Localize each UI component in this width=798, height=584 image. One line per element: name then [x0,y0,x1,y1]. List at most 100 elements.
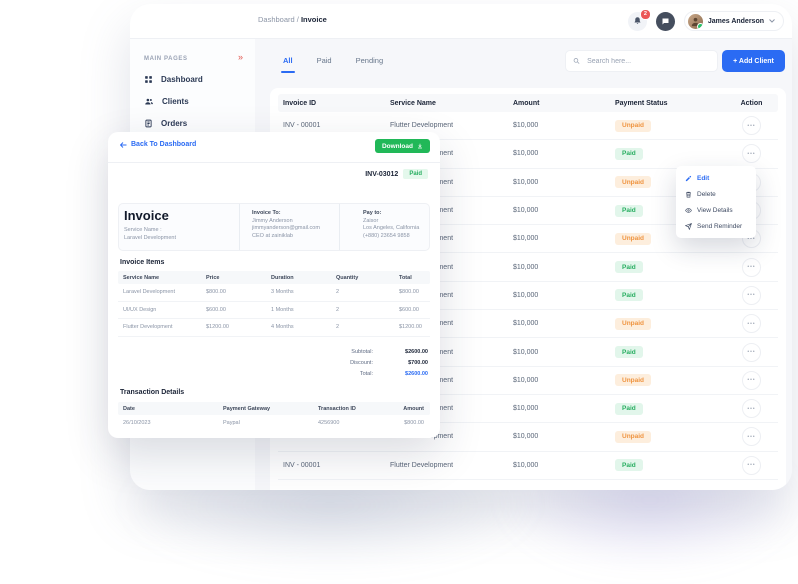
item-duration: 4 Months [271,324,294,331]
amount-cell: $10,000 [513,235,539,243]
menu-item-send-reminder[interactable]: Send Reminder [676,218,756,234]
item-total: $800.00 [399,289,419,296]
action-cell [725,285,778,305]
notifications-button[interactable]: 2 [627,8,651,31]
row-actions-button[interactable] [742,427,761,447]
item-total: $1200.00 [399,324,422,331]
row-actions-button[interactable] [742,144,761,164]
sidebar-item-clients[interactable]: Clients [144,92,189,110]
status-cell: Paid [615,346,725,359]
status-badge: Unpaid [615,232,652,245]
item-service: Flutter Development [123,324,173,331]
items-col-service: Service Name [123,274,160,281]
row-actions-button[interactable] [742,399,761,419]
trans-col-amount: Amount [403,405,424,412]
header-actions: 2 James Anderson [627,8,784,31]
row-actions-button[interactable] [742,314,761,334]
sidebar-item-orders[interactable]: Orders [144,114,187,132]
search-input[interactable] [585,56,710,66]
status-cell: Unpaid [615,430,725,443]
trans-col-id: Transaction ID [318,405,356,412]
amount-cell: $10,000 [513,150,539,158]
tab-paid[interactable]: Paid [316,56,332,65]
sidebar-item-dashboard[interactable]: Dashboard [144,70,203,88]
row-actions-button[interactable] [742,116,761,136]
status-cell: Paid [615,402,725,415]
download-button[interactable]: Download [374,139,430,153]
transaction-table-header: Date Payment Gateway Transaction ID Amou… [118,402,430,415]
sidebar-section-label: MAIN PAGES [144,56,188,62]
top-header: Dashboard / Invoice 2 [130,4,792,39]
tab-pending[interactable]: Pending [355,56,384,65]
discount-value: $700.00 [408,359,428,366]
amount-cell: $10,000 [513,291,539,299]
user-menu[interactable]: James Anderson [683,11,784,31]
item-quantity: 2 [336,289,340,296]
sidebar-collapse-icon[interactable]: » [237,52,243,62]
row-actions-button[interactable] [742,370,761,390]
pay-to-phone: (+880) 23654 9858 [363,232,410,239]
send-icon [685,222,692,230]
invoice-to-label: Invoice To: [252,210,281,216]
item-duration: 3 Months [271,289,294,296]
items-col-price: Price [206,274,220,281]
table-row[interactable]: INV - 00001 Flutter Development $10,000 … [278,112,778,141]
menu-item-view-details[interactable]: View Details [676,202,756,218]
tab-all[interactable]: All [281,56,295,73]
status-badge: Unpaid [615,374,652,387]
sidebar-item-label: Clients [162,96,189,106]
status-badge: Paid [615,459,643,472]
status-cell: Paid [615,289,725,302]
action-cell [725,370,778,390]
row-actions-button[interactable] [742,342,761,362]
action-cell [725,427,778,447]
status-cell: Unpaid [615,317,725,330]
back-to-dashboard-link[interactable]: Back To Dashboard [120,141,196,148]
row-actions-button[interactable] [742,455,761,475]
messages-button[interactable] [655,11,675,31]
action-cell [725,455,778,475]
action-cell [725,342,778,362]
notification-badge: 2 [639,8,651,20]
users-icon [145,98,153,104]
invoice-to-block: Invoice To: Jimmy Anderson jimmyanderson… [239,204,339,250]
menu-item-edit[interactable]: Edit [676,170,756,186]
invoice-detail-modal: Back To Dashboard Download INV-03012 Pai… [108,132,440,438]
action-cell [725,399,778,419]
invoice-items-title: Invoice Items [120,259,165,266]
action-cell [725,314,778,334]
invoice-title: Invoice [124,208,169,223]
subtotal-value: $2600.00 [405,348,428,355]
breadcrumb-section[interactable]: Dashboard / [258,15,299,24]
menu-item-label: View Details [697,206,733,214]
amount-cell: $10,000 [513,461,539,469]
items-table-header: Service Name Price Duration Quantity Tot… [118,271,430,284]
invoice-to-name: Jimmy Anderson [252,217,293,224]
status-cell: Unpaid [615,176,725,189]
invoice-number-row: INV-03012 Paid [365,169,428,179]
sidebar-item-label: Orders [161,118,188,128]
amount-cell: $10,000 [513,405,539,413]
status-cell: Unpaid [615,374,725,387]
bell-icon [634,17,641,24]
item-duration: 1 Months [271,306,294,313]
table-row[interactable]: INV - 00001 Flutter Development $10,000 … [278,452,778,480]
column-amount: Amount [513,99,540,107]
discount-label: Discount: [350,359,373,366]
amount-cell: $10,000 [513,320,539,328]
row-actions-button[interactable] [742,257,761,277]
amount-cell: $10,000 [513,263,539,271]
pencil-icon [685,175,692,181]
invoice-items-table: Service Name Price Duration Quantity Tot… [118,271,430,337]
menu-item-delete[interactable]: Delete [676,186,756,202]
invoice-status-chip: Paid [403,169,428,179]
row-actions-button[interactable] [742,285,761,305]
pay-to-name: Zaisor [363,217,379,224]
invoice-number: INV-03012 [365,170,399,178]
items-table-body: Laravel Development $800.00 3 Months 2 $… [118,284,430,337]
invoice-item-row: Flutter Development $1200.00 4 Months 2 … [118,319,430,337]
search-box[interactable] [565,50,718,72]
breadcrumb[interactable]: Dashboard / Invoice [258,15,327,24]
add-client-button[interactable]: + Add Client [722,50,785,72]
items-col-total: Total [399,274,412,281]
